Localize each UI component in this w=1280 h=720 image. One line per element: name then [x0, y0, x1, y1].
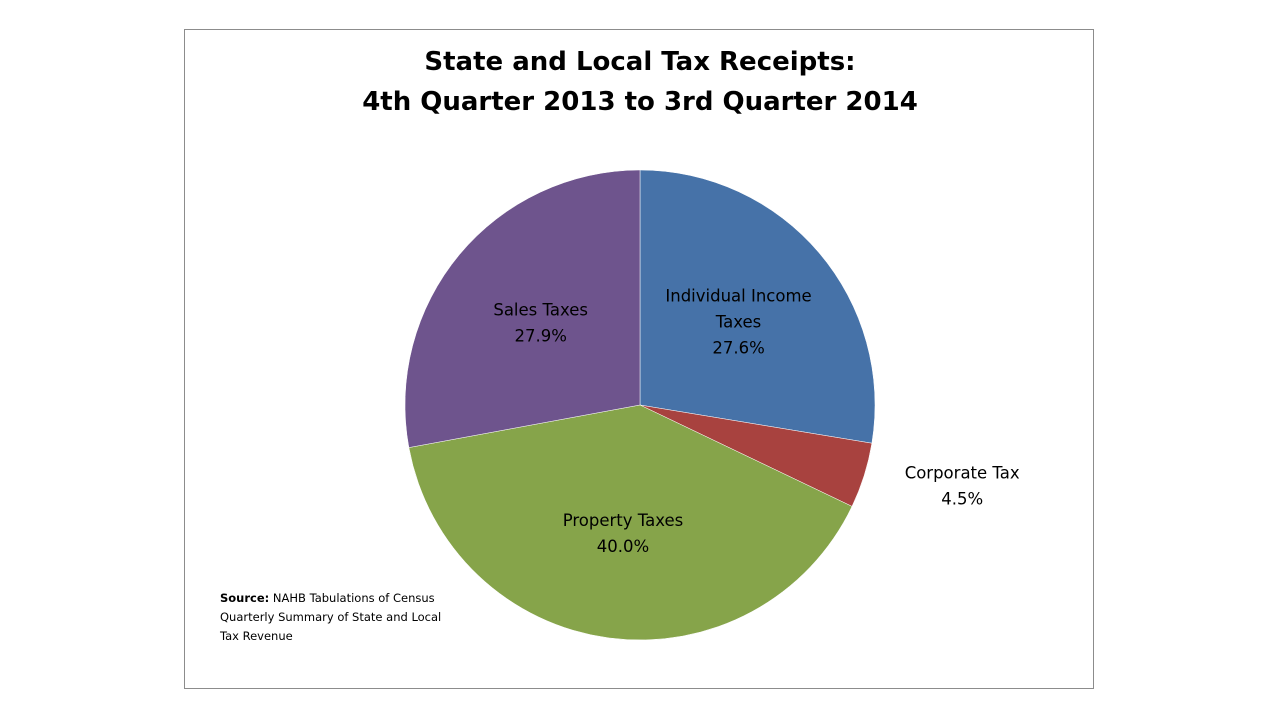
chart-title: State and Local Tax Receipts: [424, 47, 856, 77]
slice-property [408, 404, 853, 641]
slice-percent-label: 27.9% [514, 326, 566, 345]
slice-category-label: Individual Income [665, 286, 811, 305]
slice-category-label: Property Taxes [563, 511, 684, 530]
source-note: Source: NAHB Tabulations of Census Quart… [220, 589, 450, 646]
slice-percent-label: 40.0% [597, 537, 649, 556]
slice-category-label: Taxes [715, 312, 761, 331]
slice-category-label: Corporate Tax [905, 464, 1020, 483]
slice-percent-label: 27.6% [712, 338, 764, 357]
slice-percent-label: 4.5% [941, 490, 983, 509]
slice-category-label: Sales Taxes [493, 300, 588, 319]
slice-property-label: Property Taxes 40.0% [563, 511, 684, 556]
source-label: Source: [220, 591, 270, 605]
chart-title-block: State and Local Tax Receipts: 4th Quarte… [0, 42, 1280, 122]
slice-individual-income [639, 169, 876, 444]
slice-sales-label: Sales Taxes 27.9% [493, 300, 588, 345]
chart-subtitle: 4th Quarter 2013 to 3rd Quarter 2014 [362, 87, 918, 117]
source-text: NAHB Tabulations of Census Quarterly Sum… [220, 591, 442, 643]
slice-individual-income-label: Individual Income Taxes 27.6% [665, 286, 811, 357]
slice-corporate-label: Corporate Tax 4.5% [905, 464, 1020, 509]
slice-sales [404, 169, 641, 448]
